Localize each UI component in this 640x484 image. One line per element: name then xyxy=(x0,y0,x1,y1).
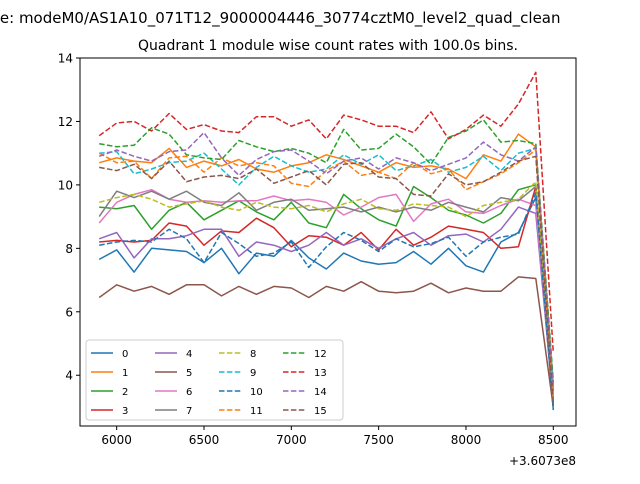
legend-label-12: 12 xyxy=(314,349,327,360)
x-tick-label-7000: 7000 xyxy=(276,433,307,447)
series-line-7 xyxy=(98,185,555,408)
x-axis: 6000 6500 7000 7500 8000 8500 xyxy=(101,426,569,447)
series-line-5 xyxy=(98,276,555,408)
series-line-12 xyxy=(99,119,555,382)
legend-label-7: 7 xyxy=(186,406,192,417)
series-line-0 xyxy=(98,196,555,411)
plot-frame xyxy=(79,57,577,427)
legend-box xyxy=(85,339,344,421)
series-line-11 xyxy=(98,149,555,401)
legend-label-1: 1 xyxy=(122,368,128,379)
legend-label-13: 13 xyxy=(314,368,327,379)
series-line-2 xyxy=(99,184,555,398)
series-line-15 xyxy=(99,155,555,404)
y-tick-label-14: 14 xyxy=(58,52,73,66)
legend-label-0: 0 xyxy=(122,349,128,360)
series-line-13 xyxy=(98,71,555,354)
y-tick-label-4: 4 xyxy=(65,369,73,383)
series-line-6 xyxy=(98,188,555,401)
y-axis: 4 6 8 10 12 14 xyxy=(58,52,80,383)
series-line-3 xyxy=(99,185,555,408)
series-line-14 xyxy=(98,131,555,392)
x-offset-label: +3.6073e8 xyxy=(509,454,576,468)
legend-label-8: 8 xyxy=(250,349,256,360)
legend-label-3: 3 xyxy=(122,406,128,417)
y-tick-label-10: 10 xyxy=(58,178,73,192)
chart-title: Quadrant 1 module wise count rates with … xyxy=(138,38,518,54)
series-line-1 xyxy=(99,133,555,385)
legend-label-11: 11 xyxy=(250,406,263,417)
legend-label-9: 9 xyxy=(250,368,256,379)
legend-label-14: 14 xyxy=(314,387,327,398)
legend-label-5: 5 xyxy=(186,368,192,379)
y-tick-label-8: 8 xyxy=(65,242,73,256)
series-layer xyxy=(98,71,555,411)
legend-label-15: 15 xyxy=(314,406,327,417)
series-line-4 xyxy=(98,206,555,404)
legend-label-6: 6 xyxy=(186,387,192,398)
x-tick-label-6500: 6500 xyxy=(189,433,220,447)
series-line-8 xyxy=(99,180,555,395)
x-tick-label-6000: 6000 xyxy=(101,433,132,447)
series-line-10 xyxy=(99,192,555,409)
legend-label-4: 4 xyxy=(186,349,192,360)
series-line-9 xyxy=(99,147,555,388)
x-tick-label-8500: 8500 xyxy=(538,433,569,447)
x-tick-label-8000: 8000 xyxy=(451,433,482,447)
legend-label-10: 10 xyxy=(250,387,263,398)
y-tick-label-12: 12 xyxy=(58,115,73,129)
y-tick-label-6: 6 xyxy=(65,305,73,319)
figure-suptitle: n file: modeM0/AS1A10_071T12_9000004446_… xyxy=(0,9,561,27)
legend-label-2: 2 xyxy=(122,387,128,398)
x-tick-label-7500: 7500 xyxy=(363,433,394,447)
